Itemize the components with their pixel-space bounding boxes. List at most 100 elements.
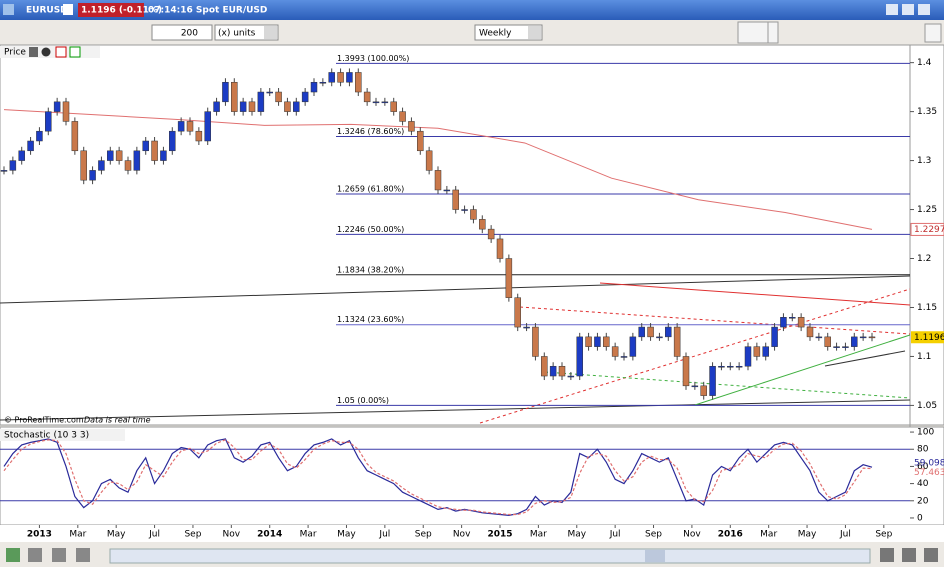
candle bbox=[62, 101, 70, 122]
add-icon[interactable] bbox=[69, 46, 81, 58]
candle bbox=[780, 317, 787, 328]
tool-button[interactable] bbox=[28, 548, 42, 562]
trend-line bbox=[544, 371, 911, 399]
candle bbox=[337, 72, 344, 83]
candle bbox=[496, 238, 504, 259]
x-axis bbox=[0, 525, 944, 542]
candle bbox=[443, 189, 451, 192]
candle bbox=[851, 336, 858, 347]
candle bbox=[107, 150, 114, 161]
candle bbox=[204, 111, 211, 142]
x-tick-label: May bbox=[107, 530, 126, 540]
candle bbox=[186, 121, 194, 132]
trend-line bbox=[599, 282, 911, 306]
close-button[interactable] bbox=[918, 4, 930, 15]
x-tick-label: Nov bbox=[683, 530, 701, 540]
candle bbox=[399, 111, 406, 122]
level-label: 1.2246 (50.00%) bbox=[337, 225, 404, 234]
candle bbox=[363, 91, 371, 103]
candle bbox=[71, 121, 79, 152]
candle bbox=[257, 91, 265, 112]
candle bbox=[603, 336, 610, 347]
period-dropdown[interactable] bbox=[528, 26, 541, 39]
x-tick-label: Nov bbox=[453, 530, 471, 540]
settings-icon[interactable] bbox=[29, 47, 38, 57]
maximize-button[interactable] bbox=[902, 4, 914, 15]
candle bbox=[231, 81, 238, 112]
candle bbox=[771, 326, 778, 347]
y-tick-label: 1.3 bbox=[917, 156, 931, 166]
last-value-label: 59.098 bbox=[914, 459, 944, 469]
x-tick-label: 2016 bbox=[718, 530, 743, 540]
y-tick-label: 1.15 bbox=[917, 303, 937, 313]
scrollbar[interactable] bbox=[109, 548, 871, 564]
candle bbox=[806, 326, 814, 338]
x-tick-label: Mar bbox=[530, 530, 547, 540]
remove-icon[interactable] bbox=[55, 46, 67, 58]
chart-style-dropdown[interactable] bbox=[767, 21, 779, 44]
candle bbox=[611, 346, 619, 357]
x-tick-label: 2014 bbox=[257, 530, 282, 540]
units-select[interactable] bbox=[214, 24, 279, 41]
candle bbox=[523, 326, 530, 329]
tool-button[interactable] bbox=[6, 548, 20, 562]
trend-line bbox=[0, 399, 911, 421]
candle bbox=[142, 140, 149, 152]
trend-lines bbox=[0, 275, 911, 424]
candle bbox=[355, 72, 362, 93]
y-tick-label: 1.1 bbox=[917, 352, 931, 362]
y-tick-label: 1.4 bbox=[917, 58, 932, 68]
stochastic-line bbox=[3, 438, 873, 516]
moving-average bbox=[3, 109, 873, 230]
units-label: (x) units bbox=[218, 29, 256, 39]
symbol: EURUSD bbox=[26, 6, 68, 16]
x-tick-label: May bbox=[337, 530, 356, 540]
level-label: 1.1834 (38.20%) bbox=[337, 265, 404, 274]
minimize-button[interactable] bbox=[886, 4, 898, 15]
candle bbox=[239, 101, 247, 112]
candle bbox=[815, 336, 823, 339]
units-dropdown[interactable] bbox=[264, 26, 277, 39]
candle bbox=[629, 336, 637, 357]
quote-box bbox=[78, 3, 144, 17]
candle bbox=[585, 336, 592, 347]
candle bbox=[372, 101, 380, 104]
candle bbox=[665, 326, 672, 338]
candle bbox=[80, 150, 87, 181]
price-marker bbox=[911, 331, 944, 344]
tool-button[interactable] bbox=[76, 548, 90, 562]
candle bbox=[656, 336, 663, 339]
zoom-button[interactable] bbox=[880, 548, 894, 562]
credit: © ProRealTime.com bbox=[4, 416, 84, 425]
x-tick-label: May bbox=[567, 530, 586, 540]
trend-line bbox=[824, 350, 906, 367]
x-tick-label: May bbox=[798, 530, 817, 540]
chart-style-button[interactable] bbox=[737, 21, 769, 44]
y-tick-label: 60 bbox=[917, 462, 929, 472]
candle bbox=[0, 170, 8, 172]
trend-line bbox=[0, 275, 911, 304]
zoom-in-button[interactable] bbox=[902, 548, 916, 562]
info-icon[interactable] bbox=[63, 4, 73, 15]
time-label: 07:14:16 Spot EUR/USD bbox=[148, 6, 267, 16]
candle bbox=[833, 346, 840, 348]
candle bbox=[532, 326, 539, 357]
zoom-out-button[interactable] bbox=[924, 548, 938, 562]
side-button[interactable] bbox=[924, 23, 942, 43]
close-icon[interactable] bbox=[41, 47, 51, 57]
scroll-thumb[interactable] bbox=[645, 550, 665, 562]
trend-line bbox=[519, 306, 911, 335]
candle bbox=[319, 81, 327, 84]
units-input[interactable] bbox=[151, 24, 213, 41]
candle bbox=[151, 140, 158, 161]
period-select[interactable] bbox=[474, 24, 543, 41]
x-tick-label: Nov bbox=[223, 530, 241, 540]
candle bbox=[328, 72, 335, 83]
tool-button[interactable] bbox=[52, 548, 66, 562]
y-tick-label: 100 bbox=[917, 428, 934, 438]
x-tick-label: 2013 bbox=[27, 530, 52, 540]
candle bbox=[700, 385, 707, 396]
x-tick-label: Jul bbox=[378, 530, 390, 540]
last-value-label: 57.463 bbox=[914, 468, 944, 478]
